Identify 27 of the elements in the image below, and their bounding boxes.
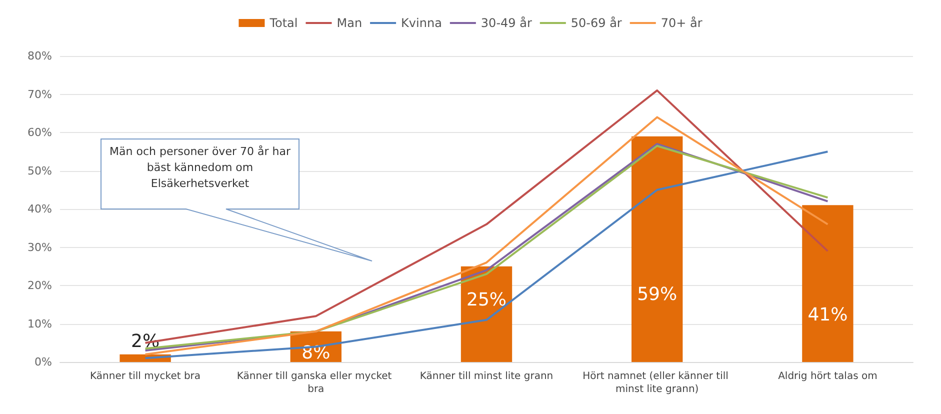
y-tick-label: 80% bbox=[28, 50, 52, 62]
legend-label: Man bbox=[336, 16, 362, 30]
legend-label: 50-69 år bbox=[570, 16, 622, 30]
x-tick-label: Hört namnet (eller känner till minst lite grann) bbox=[582, 371, 732, 395]
x-tick-label: Känner till minst lite grann bbox=[420, 371, 554, 382]
bar bbox=[802, 205, 854, 362]
y-tick-label: 50% bbox=[28, 164, 52, 178]
legend-label: Kvinna bbox=[401, 16, 442, 30]
callout: Män och personer över 70 år har bäst kännedom om Elsäkerhetsverket bbox=[100, 138, 374, 262]
x-tick-label: Aldrig hört talas om bbox=[778, 371, 878, 382]
y-tick-label: 10% bbox=[28, 317, 52, 330]
data-label: 25% bbox=[466, 289, 507, 310]
legend-label: 70+ år bbox=[660, 16, 702, 30]
data-label: 41% bbox=[808, 304, 848, 326]
y-tick-label: 0% bbox=[34, 356, 52, 368]
x-tick-label: Känner till ganska eller mycket bra bbox=[236, 371, 395, 395]
annotation: Män och personer över 70 år har bäst kännedom om Elsäkerhetsverket bbox=[108, 144, 292, 192]
legend-label: Total bbox=[268, 16, 298, 30]
y-tick-label: 20% bbox=[28, 279, 52, 292]
data-label: 59% bbox=[637, 284, 678, 305]
y-tick-label: 30% bbox=[28, 240, 52, 254]
x-tick-label: Känner till mycket bra bbox=[90, 371, 201, 382]
y-tick-label: 70% bbox=[28, 88, 52, 101]
y-tick-label: 40% bbox=[28, 202, 52, 216]
legend-label: 30-49 år bbox=[480, 16, 532, 30]
y-tick-label: 60% bbox=[28, 126, 52, 139]
bar bbox=[632, 136, 683, 362]
